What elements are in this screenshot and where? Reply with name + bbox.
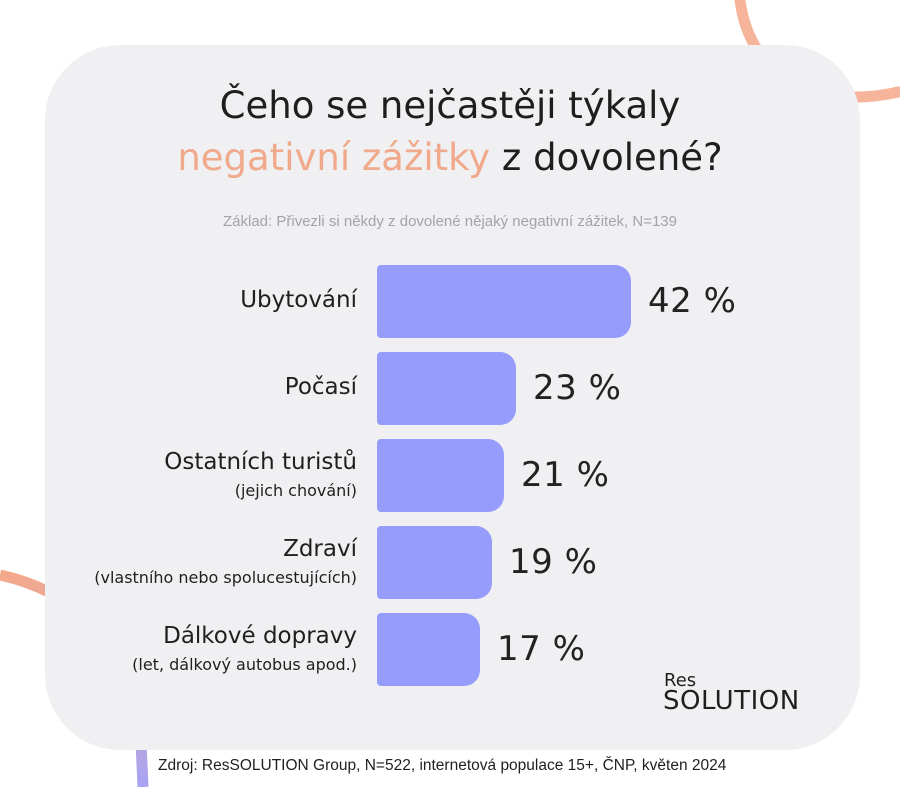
category-note: (jejich chování) — [234, 481, 357, 500]
bar-value-label: 42 % — [648, 281, 737, 321]
bar-value-label: 19 % — [509, 542, 598, 582]
logo-solution: SOLUTION — [663, 686, 800, 716]
bar — [377, 265, 631, 338]
logo-res: Res — [664, 670, 697, 691]
source-note: Zdroj: ResSOLUTION Group, N=522, interne… — [158, 757, 727, 774]
category-label: Zdraví — [283, 536, 357, 562]
title-line-1: Čeho se nejčastěji týkaly — [219, 84, 681, 127]
bar-value-label: 21 % — [521, 455, 610, 495]
title-line-2: negativní zážitky z dovolené? — [0, 136, 900, 179]
category-note: (vlastního nebo spolucestujících) — [94, 568, 357, 587]
bar-value-label: 23 % — [533, 368, 622, 408]
category-label: Počasí — [284, 374, 357, 400]
bar — [377, 352, 516, 425]
bar — [377, 526, 492, 599]
bar — [377, 439, 504, 512]
category-label: Ostatních turistů — [164, 449, 357, 475]
category-label: Ubytování — [240, 287, 357, 313]
bar — [377, 613, 480, 686]
chart-subtitle: Základ: Přivezli si někdy z dovolené něj… — [223, 213, 677, 230]
category-label: Dálkové dopravy — [163, 623, 357, 649]
bar-value-label: 17 % — [497, 629, 586, 669]
title-accent: negativní zážitky — [177, 136, 491, 179]
category-note: (let, dálkový autobus apod.) — [132, 655, 357, 674]
title-rest: z dovolené? — [490, 136, 723, 179]
